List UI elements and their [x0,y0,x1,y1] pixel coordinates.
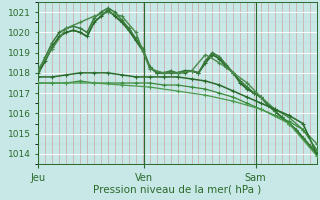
X-axis label: Pression niveau de la mer( hPa ): Pression niveau de la mer( hPa ) [93,184,262,194]
